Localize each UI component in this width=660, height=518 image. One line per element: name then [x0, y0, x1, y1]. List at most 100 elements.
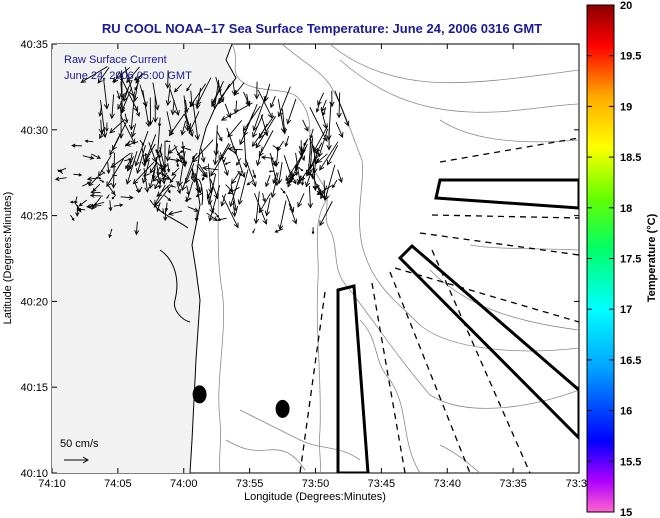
current-vector	[297, 192, 305, 208]
current-vector	[254, 193, 268, 225]
current-vector	[278, 200, 287, 231]
y-tick-label: 40:10	[20, 468, 48, 480]
radial-line	[394, 267, 579, 323]
current-vector	[124, 66, 136, 98]
current-vector	[82, 155, 95, 160]
current-vector	[210, 178, 219, 200]
x-tick-label: 74:00	[170, 478, 198, 490]
current-vector	[259, 123, 268, 139]
annotation-time: June 24, 2006 05:00 GMT	[64, 70, 192, 82]
x-tick-label: 73:45	[368, 478, 396, 490]
current-vector	[142, 153, 148, 157]
current-vector	[316, 153, 328, 164]
current-vector	[183, 95, 190, 132]
current-vector	[71, 143, 82, 148]
current-vector	[252, 228, 256, 234]
current-vector	[206, 212, 218, 222]
current-vector	[186, 83, 192, 92]
current-vector	[286, 98, 297, 125]
colorbar-tick-label: 15	[620, 507, 632, 518]
current-vector	[196, 77, 212, 106]
current-vector	[98, 119, 104, 135]
current-vector	[119, 114, 136, 145]
current-vector	[298, 145, 306, 162]
current-vector	[75, 204, 80, 217]
current-vector	[109, 94, 115, 120]
current-vector	[285, 149, 306, 182]
current-vector	[315, 102, 321, 113]
current-vector	[99, 179, 105, 183]
current-vector	[168, 158, 181, 163]
current-vector	[216, 130, 223, 142]
current-vector	[152, 95, 158, 123]
current-vector	[253, 191, 260, 225]
current-vector	[254, 81, 260, 100]
current-vector	[258, 193, 271, 214]
map-plot: Raw Surface Current June 24, 2006 05:00 …	[20, 39, 587, 490]
current-vector	[208, 185, 221, 222]
radial-line	[389, 271, 471, 473]
current-vector	[139, 139, 145, 146]
bathymetry-contour	[439, 119, 579, 143]
current-vector	[252, 169, 257, 179]
scale-arrow	[64, 456, 89, 464]
current-vector	[216, 217, 227, 222]
current-vector	[125, 140, 131, 147]
current-vector	[119, 72, 124, 83]
x-tick-label: 74:10	[38, 478, 66, 490]
radial-line	[299, 291, 326, 473]
x-tick-label: 73:55	[236, 478, 264, 490]
current-vector	[162, 208, 165, 215]
current-vector	[201, 173, 206, 182]
current-vector	[302, 119, 309, 132]
current-vector	[188, 111, 200, 134]
current-vector	[74, 202, 82, 213]
current-vector	[99, 99, 108, 139]
current-vector	[308, 137, 318, 155]
current-vector	[164, 202, 169, 212]
station-marker	[192, 385, 207, 404]
current-vector	[191, 167, 201, 194]
current-vector	[78, 199, 88, 207]
current-vector	[231, 171, 241, 185]
current-vector	[166, 185, 171, 194]
colorbar-label: Temperature (°C)	[646, 213, 658, 302]
current-vector	[90, 190, 101, 195]
y-tick-label: 40:15	[20, 382, 48, 394]
y-tick-label: 40:25	[20, 211, 48, 223]
current-vector	[122, 88, 129, 102]
current-vector	[277, 86, 291, 118]
current-vector	[317, 128, 329, 158]
bathymetry-contour	[439, 444, 481, 473]
current-vector	[138, 186, 143, 193]
current-vector	[70, 214, 75, 221]
current-vector	[303, 139, 308, 146]
current-vector	[108, 228, 113, 239]
current-vector	[210, 143, 231, 177]
bathymetry-contour	[469, 244, 579, 251]
current-vector	[219, 143, 230, 161]
current-vector	[173, 84, 182, 93]
current-vector	[100, 169, 106, 175]
ship-track-boxes	[336, 178, 579, 473]
colorbar-tick-label: 16	[620, 406, 632, 418]
current-vector	[215, 76, 225, 103]
current-vector	[255, 146, 263, 167]
current-vector	[312, 185, 320, 189]
current-vector	[337, 169, 343, 184]
map-title: RU COOL NOAA–17 Sea Surface Temperature:…	[102, 21, 542, 36]
bathymetry-contour	[239, 409, 361, 461]
current-vector	[272, 145, 280, 150]
x-axis-label: Longitude (Degrees:Minutes)	[244, 491, 386, 503]
current-vector	[128, 95, 135, 131]
current-vector	[326, 102, 332, 141]
current-vector	[117, 79, 133, 110]
current-vector	[125, 151, 138, 185]
current-vector	[130, 123, 137, 138]
current-vector	[120, 87, 133, 115]
track-box-diagonal	[397, 243, 579, 441]
station-markers	[192, 385, 290, 418]
current-vector	[154, 184, 166, 206]
current-vector	[280, 187, 286, 194]
current-vector	[170, 99, 176, 116]
